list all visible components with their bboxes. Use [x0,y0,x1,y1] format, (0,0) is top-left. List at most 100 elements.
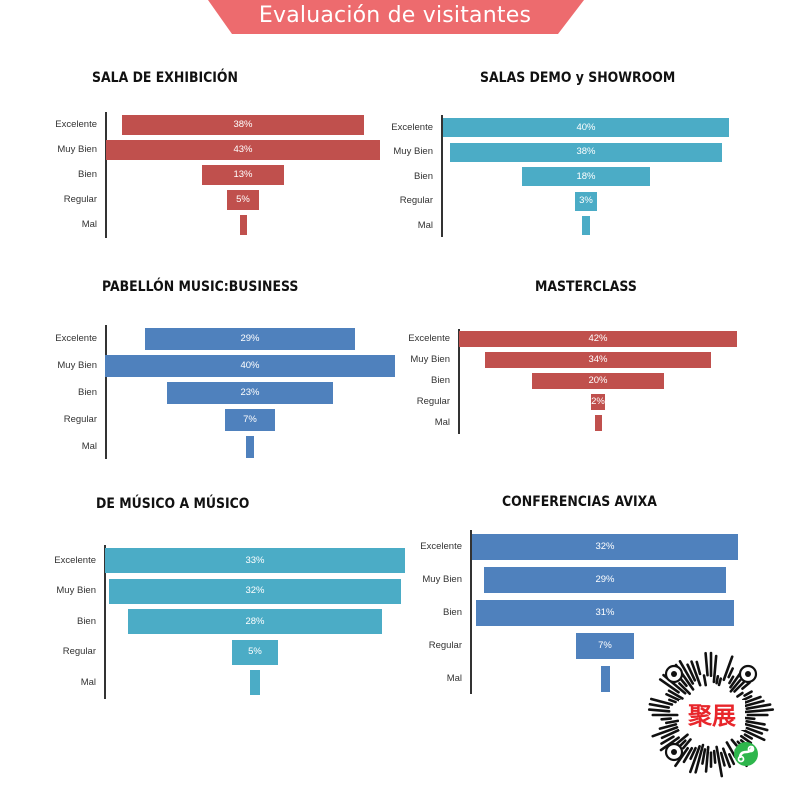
qr-pattern-icon [647,651,775,778]
funnel-bar [575,633,635,659]
category-label: Regular [63,194,97,205]
funnel-bar [201,165,285,185]
data-label: 38% [576,146,596,157]
category-label: Regular [416,396,450,407]
category-label: Excelente [55,119,97,130]
funnel-bar [121,115,365,135]
category-axis [441,115,443,237]
category-label: Regular [428,640,462,651]
chart-title: SALAS DEMO y SHOWROOM [480,70,676,86]
category-label: Mal [81,441,97,452]
data-label: 33% [245,554,265,566]
funnel-bar [471,534,739,560]
data-label: 18% [576,170,596,182]
category-label: Bien [442,607,462,618]
funnel-bar [458,331,737,347]
qr-center-text: 聚展 [687,702,736,730]
funnel-bar [600,666,610,692]
chart-title: SALA DE EXHIBICIÓN [92,70,238,86]
funnel-bar [166,382,334,404]
data-label: 20% [588,375,608,386]
chart-title: PABELLÓN MUSIC:BUSINESS [102,279,299,295]
data-label: 29% [240,333,260,344]
funnel-bar [594,415,602,431]
data-label: 7% [598,640,612,651]
data-label: 2% [591,396,605,407]
category-axis [470,530,472,694]
mini-program-icon [734,742,758,766]
data-label: 42% [588,333,608,344]
category-label: Regular [399,195,433,206]
category-label: Muy Bien [56,585,96,596]
funnel-bar [582,216,590,235]
data-label: 7% [243,414,257,425]
funnel-bar [450,142,722,162]
category-label: Bien [77,387,97,398]
category-label: Muy Bien [57,144,97,155]
funnel-bar [239,215,247,235]
data-label: 32% [245,585,265,596]
category-label: Mal [81,219,97,230]
data-label: 28% [245,615,265,627]
funnel-bar [144,328,356,350]
funnel-bar [484,567,726,593]
category-label: Mal [417,219,433,231]
funnel-bar [109,578,401,604]
funnel-bar [246,436,254,458]
data-label: 3% [579,195,593,206]
data-label: 23% [240,387,260,398]
chart-title: CONFERENCIAS AVIXA [502,494,657,510]
category-label: Bien [77,169,97,180]
funnel-bar [127,609,383,634]
funnel-bar [575,191,597,211]
category-label: Bien [76,615,96,627]
funnel-bar [250,670,260,695]
category-label: Bien [413,170,433,182]
category-axis [104,545,106,699]
banner-shape [208,0,584,34]
mini-program-qr-code[interactable]: 聚展 [636,642,786,792]
title-banner: Evaluación de visitantes [0,0,792,36]
page-title: Evaluación de visitantes [258,3,532,28]
category-label: Muy Bien [393,146,433,157]
data-label: 31% [595,607,615,618]
funnel-bar [443,118,729,137]
funnel-bar [591,394,605,410]
category-label: Muy Bien [57,360,97,371]
data-label: 5% [236,194,250,205]
category-label: Bien [430,375,450,386]
category-label: Mal [434,417,450,428]
category-label: Mal [80,676,96,688]
data-label: 29% [595,574,615,585]
data-label: 5% [248,646,262,657]
category-label: Excelente [54,554,96,566]
category-label: Excelente [55,333,97,344]
category-label: Muy Bien [410,354,450,365]
category-label: Excelente [420,541,462,552]
funnel-bar [227,190,259,210]
category-label: Excelente [408,333,450,344]
funnel-bar [106,140,380,160]
funnel-bar [485,352,711,368]
data-label: 32% [595,541,615,552]
funnel-bar [105,355,395,377]
funnel-bar [476,600,734,626]
chart-title: MASTERCLASS [535,279,637,295]
category-label: Mal [446,673,462,684]
category-axis [105,325,107,459]
funnel-bar [104,548,406,573]
category-axis [458,329,460,434]
category-label: Regular [63,414,97,425]
category-label: Regular [62,646,96,657]
category-axis [105,112,107,238]
funnel-bar [531,373,665,389]
category-label: Muy Bien [422,574,462,585]
funnel-bar [232,639,278,665]
data-label: 40% [240,360,260,371]
data-label: 43% [233,144,253,155]
funnel-bar [224,409,276,431]
data-label: 38% [233,119,253,130]
funnel-bar [521,167,651,186]
data-label: 13% [233,169,253,180]
chart-title: DE MÚSICO A MÚSICO [96,496,250,512]
